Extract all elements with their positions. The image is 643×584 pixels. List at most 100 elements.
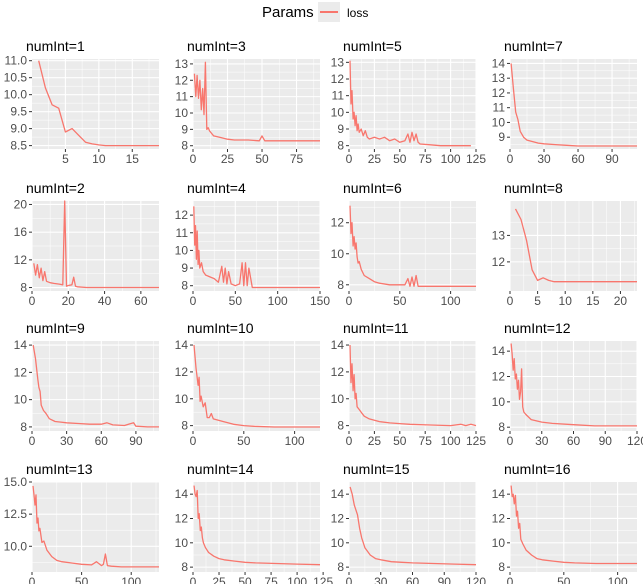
facet-title: numInt=10 <box>187 320 254 336</box>
facet-panel: numInt=2 0 20 40 60 8 12 16 20 <box>14 180 159 308</box>
legend-key <box>318 2 340 22</box>
y-tick-label: 13 <box>492 71 506 85</box>
x-tick-label: 15 <box>586 294 600 308</box>
x-tick-label: 25 <box>212 575 226 584</box>
x-tick-label: 100 <box>441 152 461 166</box>
y-tick-label: 8 <box>498 420 505 434</box>
y-tick-label: 12 <box>175 208 189 222</box>
panel-background <box>510 482 637 572</box>
x-tick-label: 120 <box>466 575 486 584</box>
y-tick-label: 8.5 <box>10 139 27 153</box>
facet-panel: numInt=10 0 50 100 8 10 12 14 <box>175 320 320 448</box>
y-tick-label: 10 <box>175 243 189 257</box>
x-tick-label: 60 <box>134 294 148 308</box>
x-tick-label: 50 <box>393 434 407 448</box>
y-tick-label: 10 <box>175 392 189 406</box>
y-tick-label: 10.0 <box>4 88 28 102</box>
facet-title: numInt=14 <box>187 461 254 477</box>
y-tick-label: 10 <box>175 536 189 550</box>
y-tick-label: 14 <box>492 487 506 501</box>
x-tick-label: 0 <box>346 152 353 166</box>
facet-title: numInt=6 <box>343 180 402 196</box>
x-tick-label: 30 <box>60 434 74 448</box>
legend-title: Params <box>262 4 314 21</box>
x-tick-label: 10 <box>559 294 573 308</box>
x-tick-label: 50 <box>237 434 251 448</box>
x-tick-label: 10 <box>92 152 106 166</box>
x-tick-label: 90 <box>599 434 613 448</box>
y-tick-label: 12.5 <box>4 507 28 521</box>
legend: Params loss <box>0 0 643 26</box>
legend-key-line <box>320 11 338 13</box>
x-tick-label: 60 <box>567 434 581 448</box>
y-tick-label: 8 <box>20 420 27 434</box>
x-tick-label: 0 <box>29 294 36 308</box>
y-tick-label: 9 <box>181 122 188 136</box>
x-tick-label: 100 <box>121 575 141 584</box>
facet-panel: numInt=13 0 50 100 10.0 12.5 15.0 <box>4 461 159 584</box>
y-tick-label: 13 <box>175 57 189 71</box>
facet-panel: numInt=16 0 50 100 8 10 12 14 <box>492 461 637 584</box>
y-tick-label: 12 <box>331 216 345 230</box>
y-tick-label: 12 <box>492 255 506 269</box>
x-tick-label: 75 <box>264 575 278 584</box>
y-tick-label: 14 <box>14 338 28 352</box>
loss-line <box>349 486 477 566</box>
y-tick-label: 10 <box>492 395 506 409</box>
x-tick-label: 50 <box>393 294 407 308</box>
panel-background <box>32 482 159 572</box>
panel-background <box>510 201 637 291</box>
y-tick-label: 14 <box>331 338 345 352</box>
y-tick-label: 12 <box>331 72 345 86</box>
facet-title: numInt=4 <box>187 180 246 196</box>
y-tick-label: 14 <box>492 56 506 70</box>
x-tick-label: 50 <box>255 152 269 166</box>
facet-title: numInt=9 <box>26 320 85 336</box>
x-tick-label: 60 <box>406 575 420 584</box>
x-tick-label: 30 <box>374 575 388 584</box>
y-tick-label: 10 <box>492 115 506 129</box>
x-tick-label: 20 <box>62 294 76 308</box>
y-tick-label: 8 <box>337 419 344 433</box>
facet-title: numInt=1 <box>26 38 85 54</box>
loss-line <box>193 344 320 428</box>
facet-panel: numInt=8 0 5 10 15 20 12 13 <box>492 180 637 308</box>
x-tick-label: 50 <box>393 152 407 166</box>
x-tick-label: 75 <box>419 434 433 448</box>
facet-panel: numInt=15 0 30 60 90 120 8 10 12 14 <box>331 461 487 584</box>
y-tick-label: 11 <box>332 89 345 103</box>
y-tick-label: 15.0 <box>4 475 28 489</box>
x-tick-label: 150 <box>310 294 330 308</box>
x-tick-label: 100 <box>268 294 288 308</box>
facet-panel: numInt=12 0 30 60 90 120 8 10 12 14 <box>492 320 643 448</box>
loss-line <box>349 205 476 287</box>
y-tick-label: 8 <box>181 560 188 574</box>
x-tick-label: 25 <box>221 152 235 166</box>
x-tick-label: 100 <box>287 575 307 584</box>
loss-line <box>193 485 321 566</box>
y-tick-label: 13 <box>331 55 345 69</box>
loss-line <box>510 485 637 565</box>
facet-title: numInt=15 <box>343 461 410 477</box>
y-tick-label: 12 <box>331 511 345 525</box>
loss-line <box>349 60 471 147</box>
y-tick-label: 8 <box>181 139 188 153</box>
facet-panel: numInt=14 0 25 50 75 100 125 8 10 12 14 <box>175 461 334 584</box>
y-tick-label: 14 <box>492 344 506 358</box>
panel-background <box>349 201 476 291</box>
y-tick-label: 10 <box>331 247 345 261</box>
x-tick-label: 40 <box>98 294 112 308</box>
y-tick-label: 12 <box>175 511 189 525</box>
facet-title: numInt=2 <box>26 180 85 196</box>
y-tick-label: 10 <box>331 105 345 119</box>
x-tick-label: 125 <box>313 575 333 584</box>
y-tick-label: 14 <box>175 338 189 352</box>
y-tick-label: 14 <box>175 487 189 501</box>
y-tick-label: 13 <box>492 228 506 242</box>
x-tick-label: 0 <box>190 152 197 166</box>
y-tick-label: 11 <box>176 90 189 104</box>
x-tick-label: 125 <box>466 434 486 448</box>
x-tick-label: 90 <box>605 152 619 166</box>
facet-panel: numInt=5 0 25 50 75 100 125 8 9 10 11 12 13 <box>331 38 487 166</box>
y-tick-label: 9 <box>337 122 344 136</box>
